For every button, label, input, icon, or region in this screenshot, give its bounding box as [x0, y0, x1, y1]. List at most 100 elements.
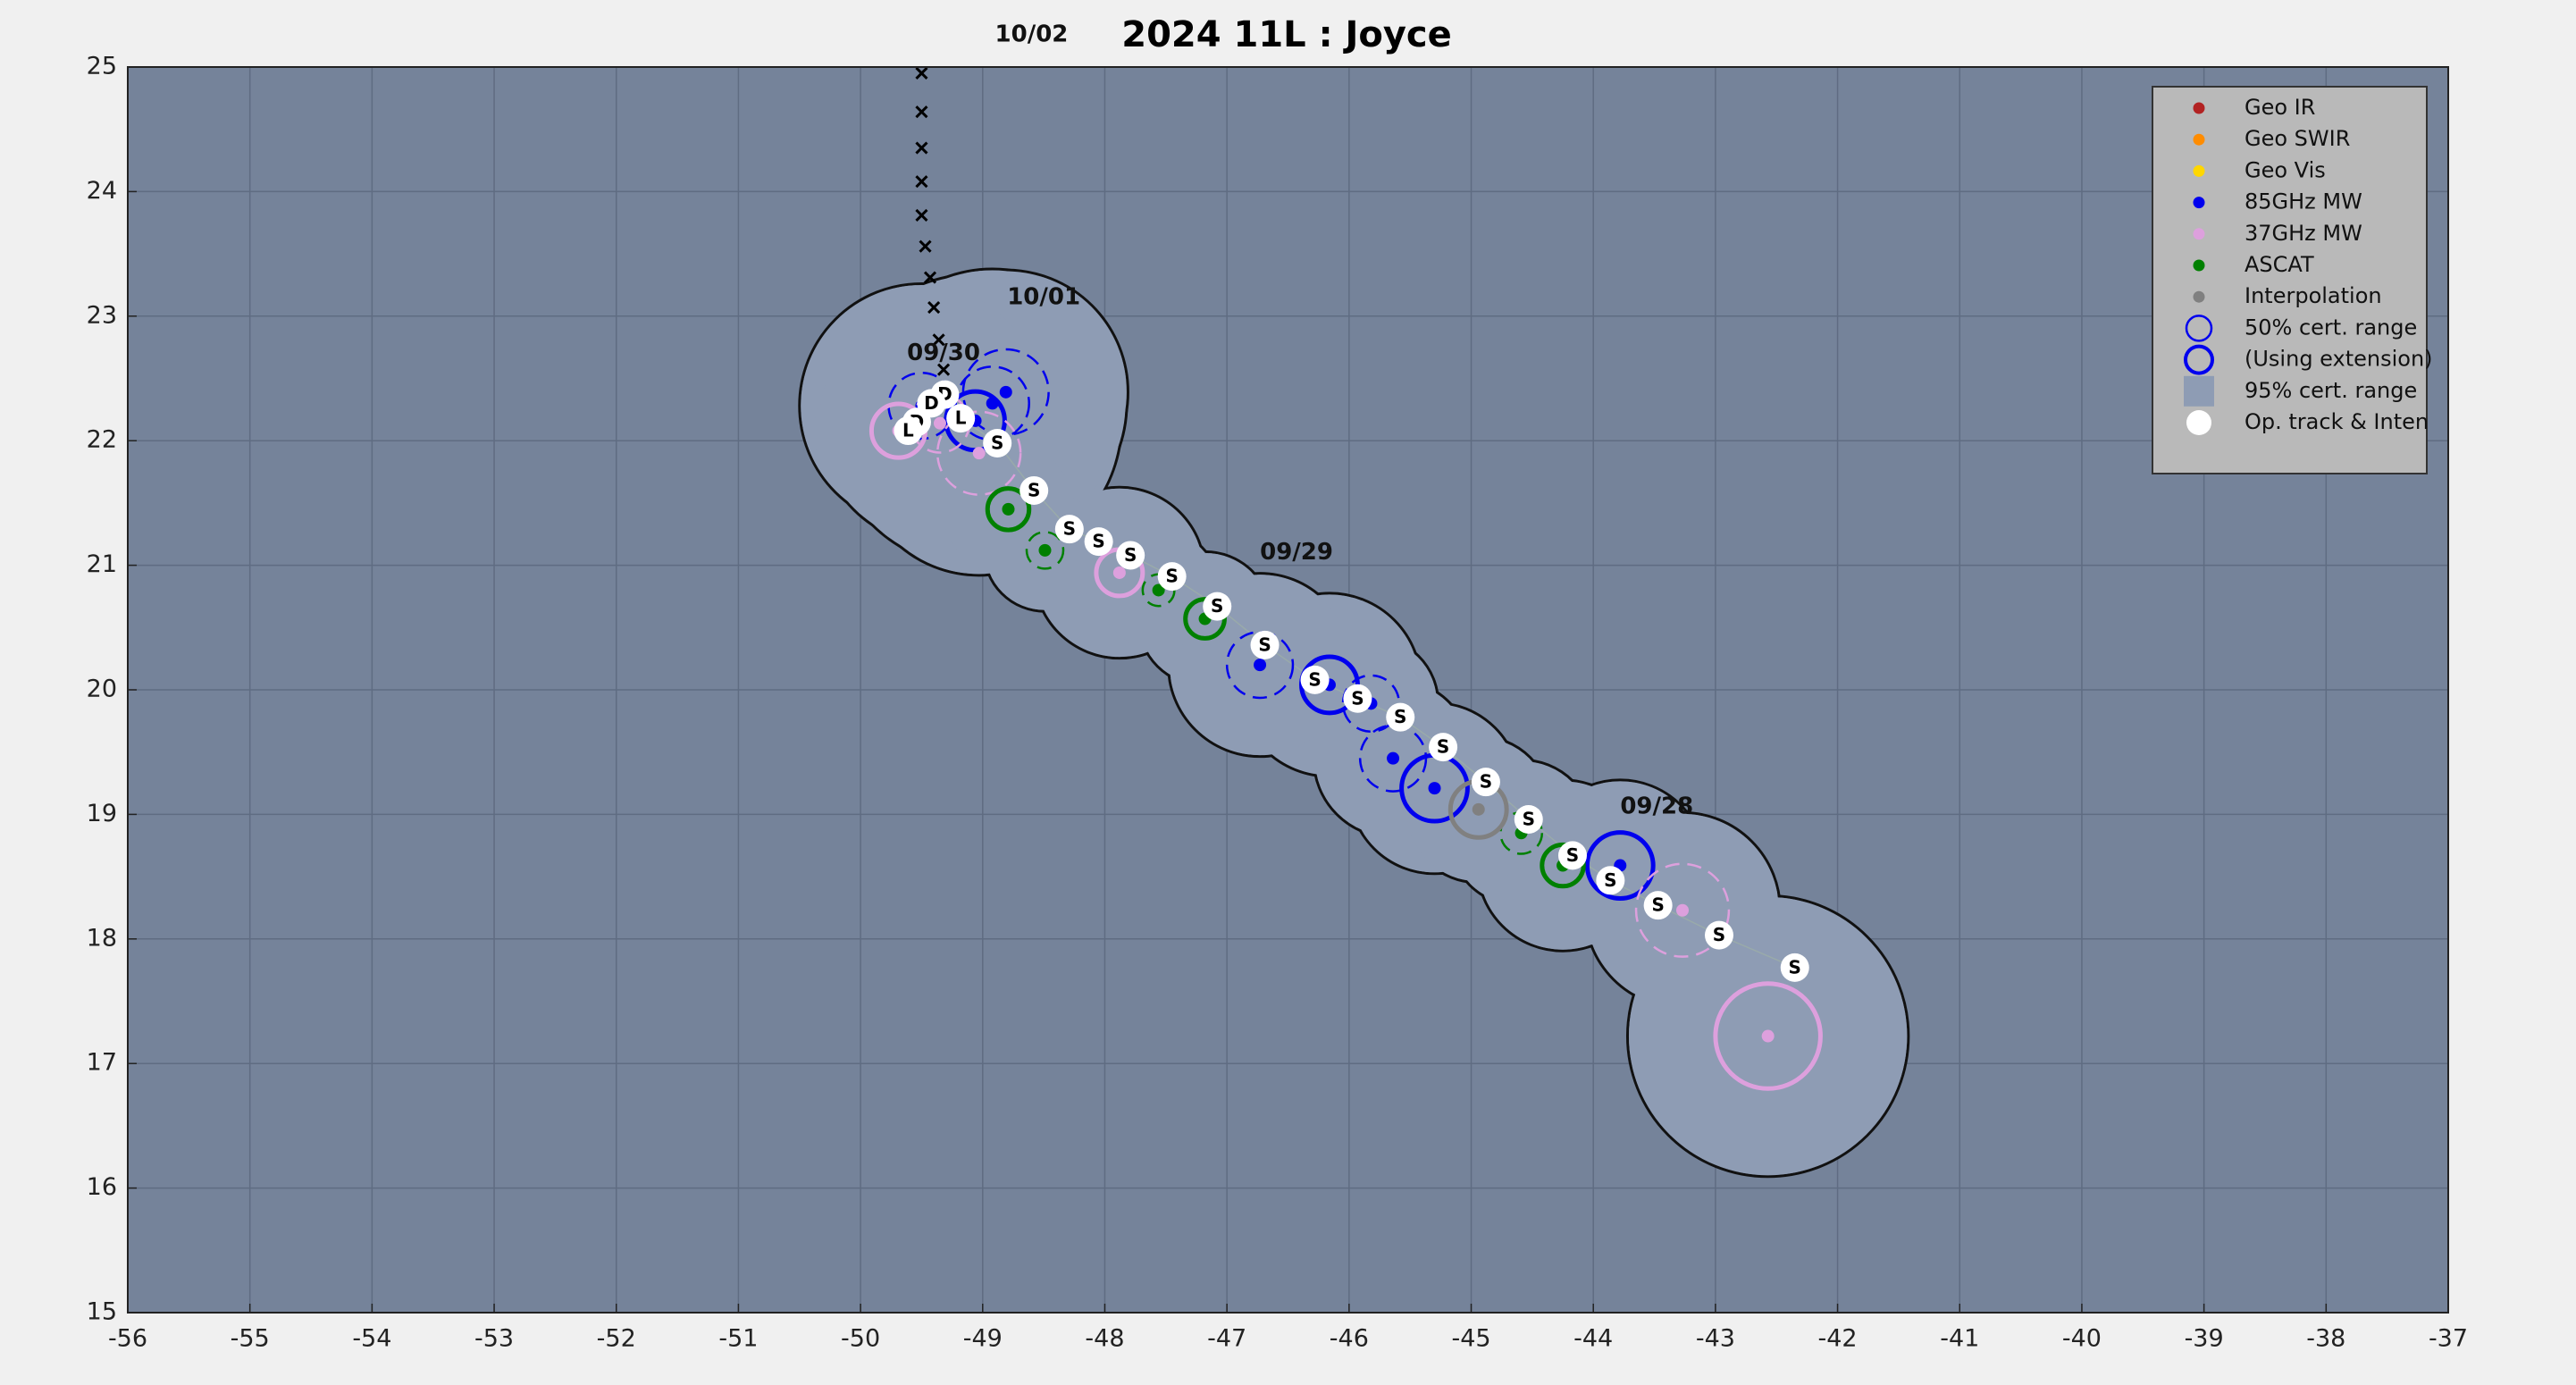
op-track-point	[1019, 475, 1049, 505]
legend-label: Interpolation	[2245, 283, 2382, 308]
fix-point	[972, 447, 986, 460]
op-track-point	[1471, 768, 1500, 797]
legend-marker	[2193, 228, 2205, 240]
forecast-point	[915, 208, 928, 222]
y-tick-label: 20	[87, 676, 117, 703]
op-track-label: S	[1063, 518, 1076, 540]
op-track-point	[983, 428, 1012, 457]
cert-50-circle	[1358, 724, 1428, 793]
op-track-point	[1300, 665, 1330, 694]
op-track-point	[1386, 702, 1415, 732]
x-tick-label: -42	[1818, 1325, 1858, 1353]
cert-50-circle	[1713, 981, 1823, 1091]
op-track-label: S	[1789, 956, 1801, 978]
legend-marker	[2184, 375, 2214, 407]
fix-point	[1472, 802, 1485, 816]
op-track-label: S	[1394, 706, 1406, 727]
op-track-label: S	[1566, 844, 1579, 866]
y-tick-label: 25	[87, 53, 117, 80]
legend-marker	[2193, 197, 2205, 209]
y-tick-label: 24	[87, 177, 117, 205]
legend-label: (Using extension)	[2245, 347, 2433, 372]
x-tick-label: -47	[1207, 1325, 1246, 1353]
op-track-label: S	[1211, 595, 1223, 617]
fix-point	[1152, 583, 1165, 597]
plot-frame	[127, 66, 2449, 1314]
cert-50-circle	[1584, 830, 1656, 901]
op-track-point	[1116, 541, 1145, 570]
legend-label: Op. track & Inten	[2245, 409, 2429, 434]
x-tick-label: -46	[1330, 1325, 1369, 1353]
op-track-point	[1557, 841, 1587, 870]
forecast-point	[915, 141, 928, 155]
op-track-point	[1429, 733, 1458, 762]
fix-point	[1254, 659, 1267, 672]
chart-title: 2024 11L : Joyce	[1121, 14, 1452, 55]
forecast-point	[936, 363, 951, 376]
op-track-label: S	[1124, 544, 1137, 566]
op-track-label: S	[1308, 668, 1321, 690]
legend-label: Geo SWIR	[2245, 126, 2350, 151]
date-annotation: 09/29	[1260, 539, 1333, 566]
y-tick-label: 18	[87, 924, 117, 952]
cert-50-circle	[1025, 531, 1065, 570]
op-track-label: S	[1258, 634, 1271, 655]
legend-label: 50% cert. range	[2245, 315, 2417, 340]
op-track-point	[1084, 527, 1113, 557]
op-track-label: S	[1651, 894, 1664, 916]
x-tick-label: -43	[1696, 1325, 1735, 1353]
legend-label: Geo IR	[2245, 95, 2315, 120]
x-tick-label: -40	[2062, 1325, 2102, 1353]
op-track-point	[1596, 866, 1625, 895]
op-track-point	[1780, 953, 1809, 982]
op-track-label: D	[924, 392, 939, 414]
op-track-label: S	[1092, 531, 1104, 552]
op-track-point	[1157, 562, 1187, 592]
legend-box	[2152, 86, 2428, 474]
x-tick-label: -55	[231, 1325, 270, 1353]
x-tick-label: -45	[1451, 1325, 1490, 1353]
legend-marker	[2193, 259, 2205, 272]
op-track-label: L	[902, 420, 914, 441]
op-track-point	[894, 416, 923, 446]
op-track-label: S	[1437, 736, 1449, 758]
legend-marker	[2193, 133, 2205, 146]
fix-point	[1675, 903, 1689, 917]
op-track-label: S	[1165, 566, 1178, 587]
y-tick-label: 21	[87, 550, 117, 578]
date-annotation: 09/30	[907, 340, 980, 366]
fix-point	[933, 416, 946, 430]
legend: Geo IR Geo SWIR Geo Vis 85GHz MW 37GHz MW ASC…	[2152, 86, 2433, 474]
fix-point	[1428, 782, 1441, 795]
op-track-point	[1054, 515, 1084, 544]
x-tick-label: -48	[1085, 1325, 1124, 1353]
legend-label: 37GHz MW	[2245, 221, 2362, 246]
y-tick-label: 23	[87, 301, 117, 329]
x-tick-label: -38	[2306, 1325, 2345, 1353]
x-tick-label: -39	[2185, 1325, 2224, 1353]
x-tick-label: -37	[2429, 1325, 2468, 1353]
y-tick-label: 19	[87, 800, 117, 827]
date-annotation: 09/28	[1620, 793, 1693, 820]
date-annotation: 10/02	[995, 21, 1069, 47]
y-tick-label: 22	[87, 426, 117, 454]
x-tick-label: -49	[963, 1325, 1003, 1353]
x-tick-label: -56	[108, 1325, 147, 1353]
legend-label: ASCAT	[2245, 252, 2314, 277]
cert-50-circle	[985, 486, 1032, 533]
op-track-point	[1643, 891, 1673, 920]
legend-marker	[2186, 410, 2211, 435]
cert-50-circle	[1634, 862, 1731, 958]
y-tick-label: 17	[87, 1049, 117, 1077]
forecast-point	[915, 105, 928, 119]
legend-marker	[2193, 290, 2205, 303]
cert-50-circle	[936, 410, 1022, 496]
fix-point	[1387, 751, 1400, 765]
op-track-label: S	[991, 432, 1003, 453]
op-track-point	[1514, 804, 1543, 834]
y-tick-label: 16	[87, 1173, 117, 1201]
op-track-label: S	[1028, 479, 1040, 500]
legend-marker	[2193, 164, 2205, 177]
legend-marker	[2193, 102, 2205, 114]
